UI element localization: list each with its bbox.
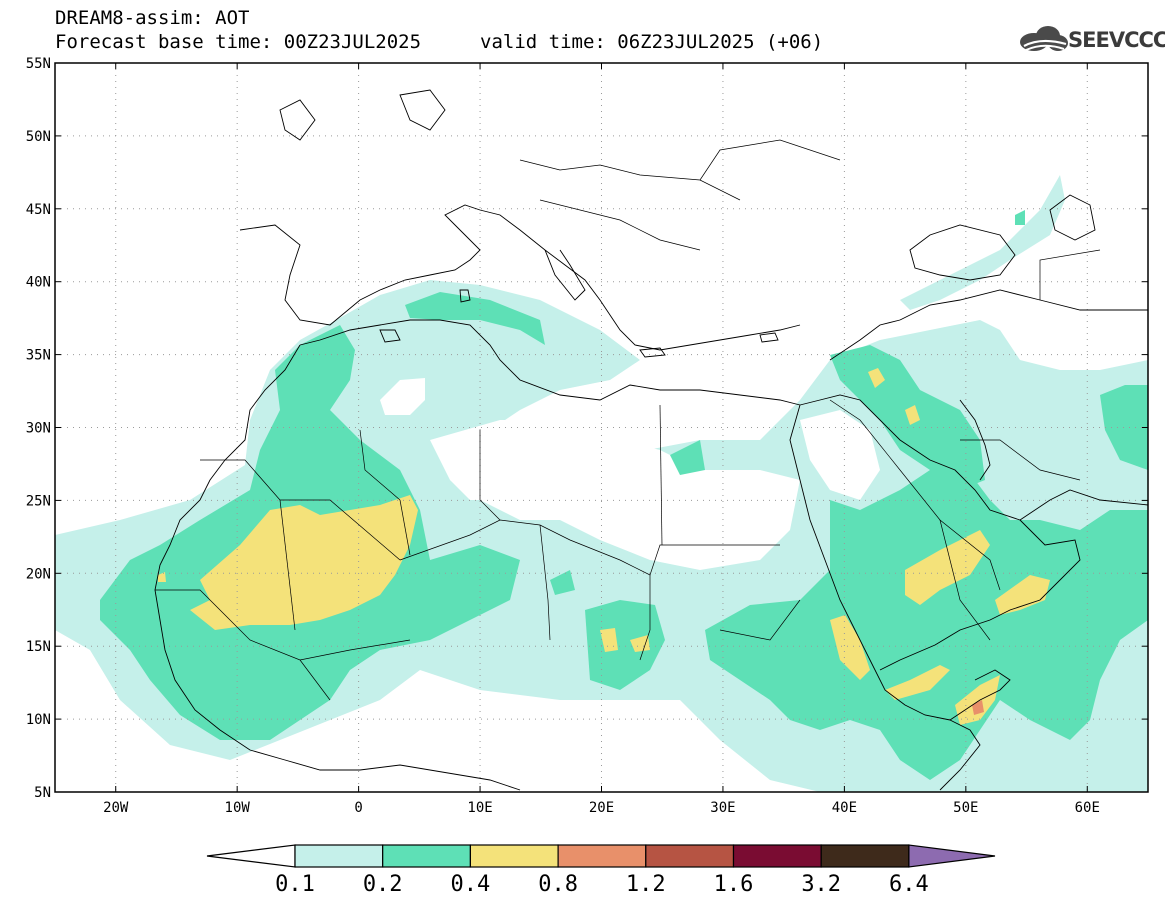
cloud-icon	[1020, 26, 1068, 51]
colorbar-label: 0.1	[275, 872, 315, 897]
lon-label: 60E	[1075, 800, 1100, 816]
lon-label: 0	[354, 800, 362, 816]
lat-label: 45N	[26, 202, 51, 218]
colorbar-box	[294, 844, 384, 868]
aot-fields	[55, 175, 1148, 792]
colorbar-box	[645, 844, 735, 868]
lon-label: 20E	[589, 800, 614, 816]
lon-label: 10W	[225, 800, 251, 816]
lon-label: 10E	[467, 800, 492, 816]
aot-clear-areas	[380, 378, 880, 570]
lat-label: 55N	[26, 56, 51, 72]
country-borders	[155, 139, 1101, 701]
colorbar-label: 0.4	[451, 872, 491, 897]
colorbar-label: 1.2	[626, 872, 666, 897]
lat-label: 25N	[26, 493, 51, 509]
lat-label: 40N	[26, 275, 51, 291]
seevccc-logo	[1020, 26, 1068, 51]
colorbar-label: 6.4	[889, 872, 929, 897]
colorbar-label: 3.2	[801, 872, 841, 897]
lat-label: 5N	[34, 785, 51, 801]
colorbar-extend-high	[908, 844, 996, 868]
colorbar-box	[732, 844, 822, 868]
lon-label: 30E	[710, 800, 735, 816]
forecast-base-time: Forecast base time: 00Z23JUL2025	[55, 31, 422, 53]
colorbar-box	[557, 844, 647, 868]
lat-label: 30N	[26, 421, 51, 437]
coastlines	[154, 89, 1148, 791]
lat-label: 35N	[26, 348, 51, 364]
colorbar-label: 0.2	[363, 872, 403, 897]
map-title: DREAM8-assim: AOT	[55, 7, 250, 29]
lon-label: 50E	[953, 800, 978, 816]
lat-label: 50N	[26, 129, 51, 145]
aot-level-0-4	[158, 368, 1050, 725]
lon-label: 40E	[832, 800, 857, 816]
colorbar-label: 1.6	[714, 872, 754, 897]
colorbar-box	[820, 844, 910, 868]
colorbar-box	[469, 844, 559, 868]
lon-label: 20W	[103, 800, 129, 816]
colorbar-box	[382, 844, 472, 868]
grid-lines	[55, 63, 1148, 792]
axes: 5N 10N 15N 20N 25N 30N 35N 40N 45N 50N 55N 20W 10W 0 1…	[26, 56, 1148, 816]
colorbar-label: 0.8	[538, 872, 578, 897]
lat-label: 20N	[26, 566, 51, 582]
valid-time: valid time: 06Z23JUL2025 (+06)	[480, 31, 824, 53]
colorbar: 0.1 0.2 0.4 0.8 1.2 1.6 3.2 6.4	[206, 844, 996, 897]
lat-label: 10N	[26, 712, 51, 728]
lat-label: 15N	[26, 639, 51, 655]
logo-text: SEEVCCC	[1068, 28, 1165, 52]
colorbar-extend-low	[206, 844, 296, 868]
